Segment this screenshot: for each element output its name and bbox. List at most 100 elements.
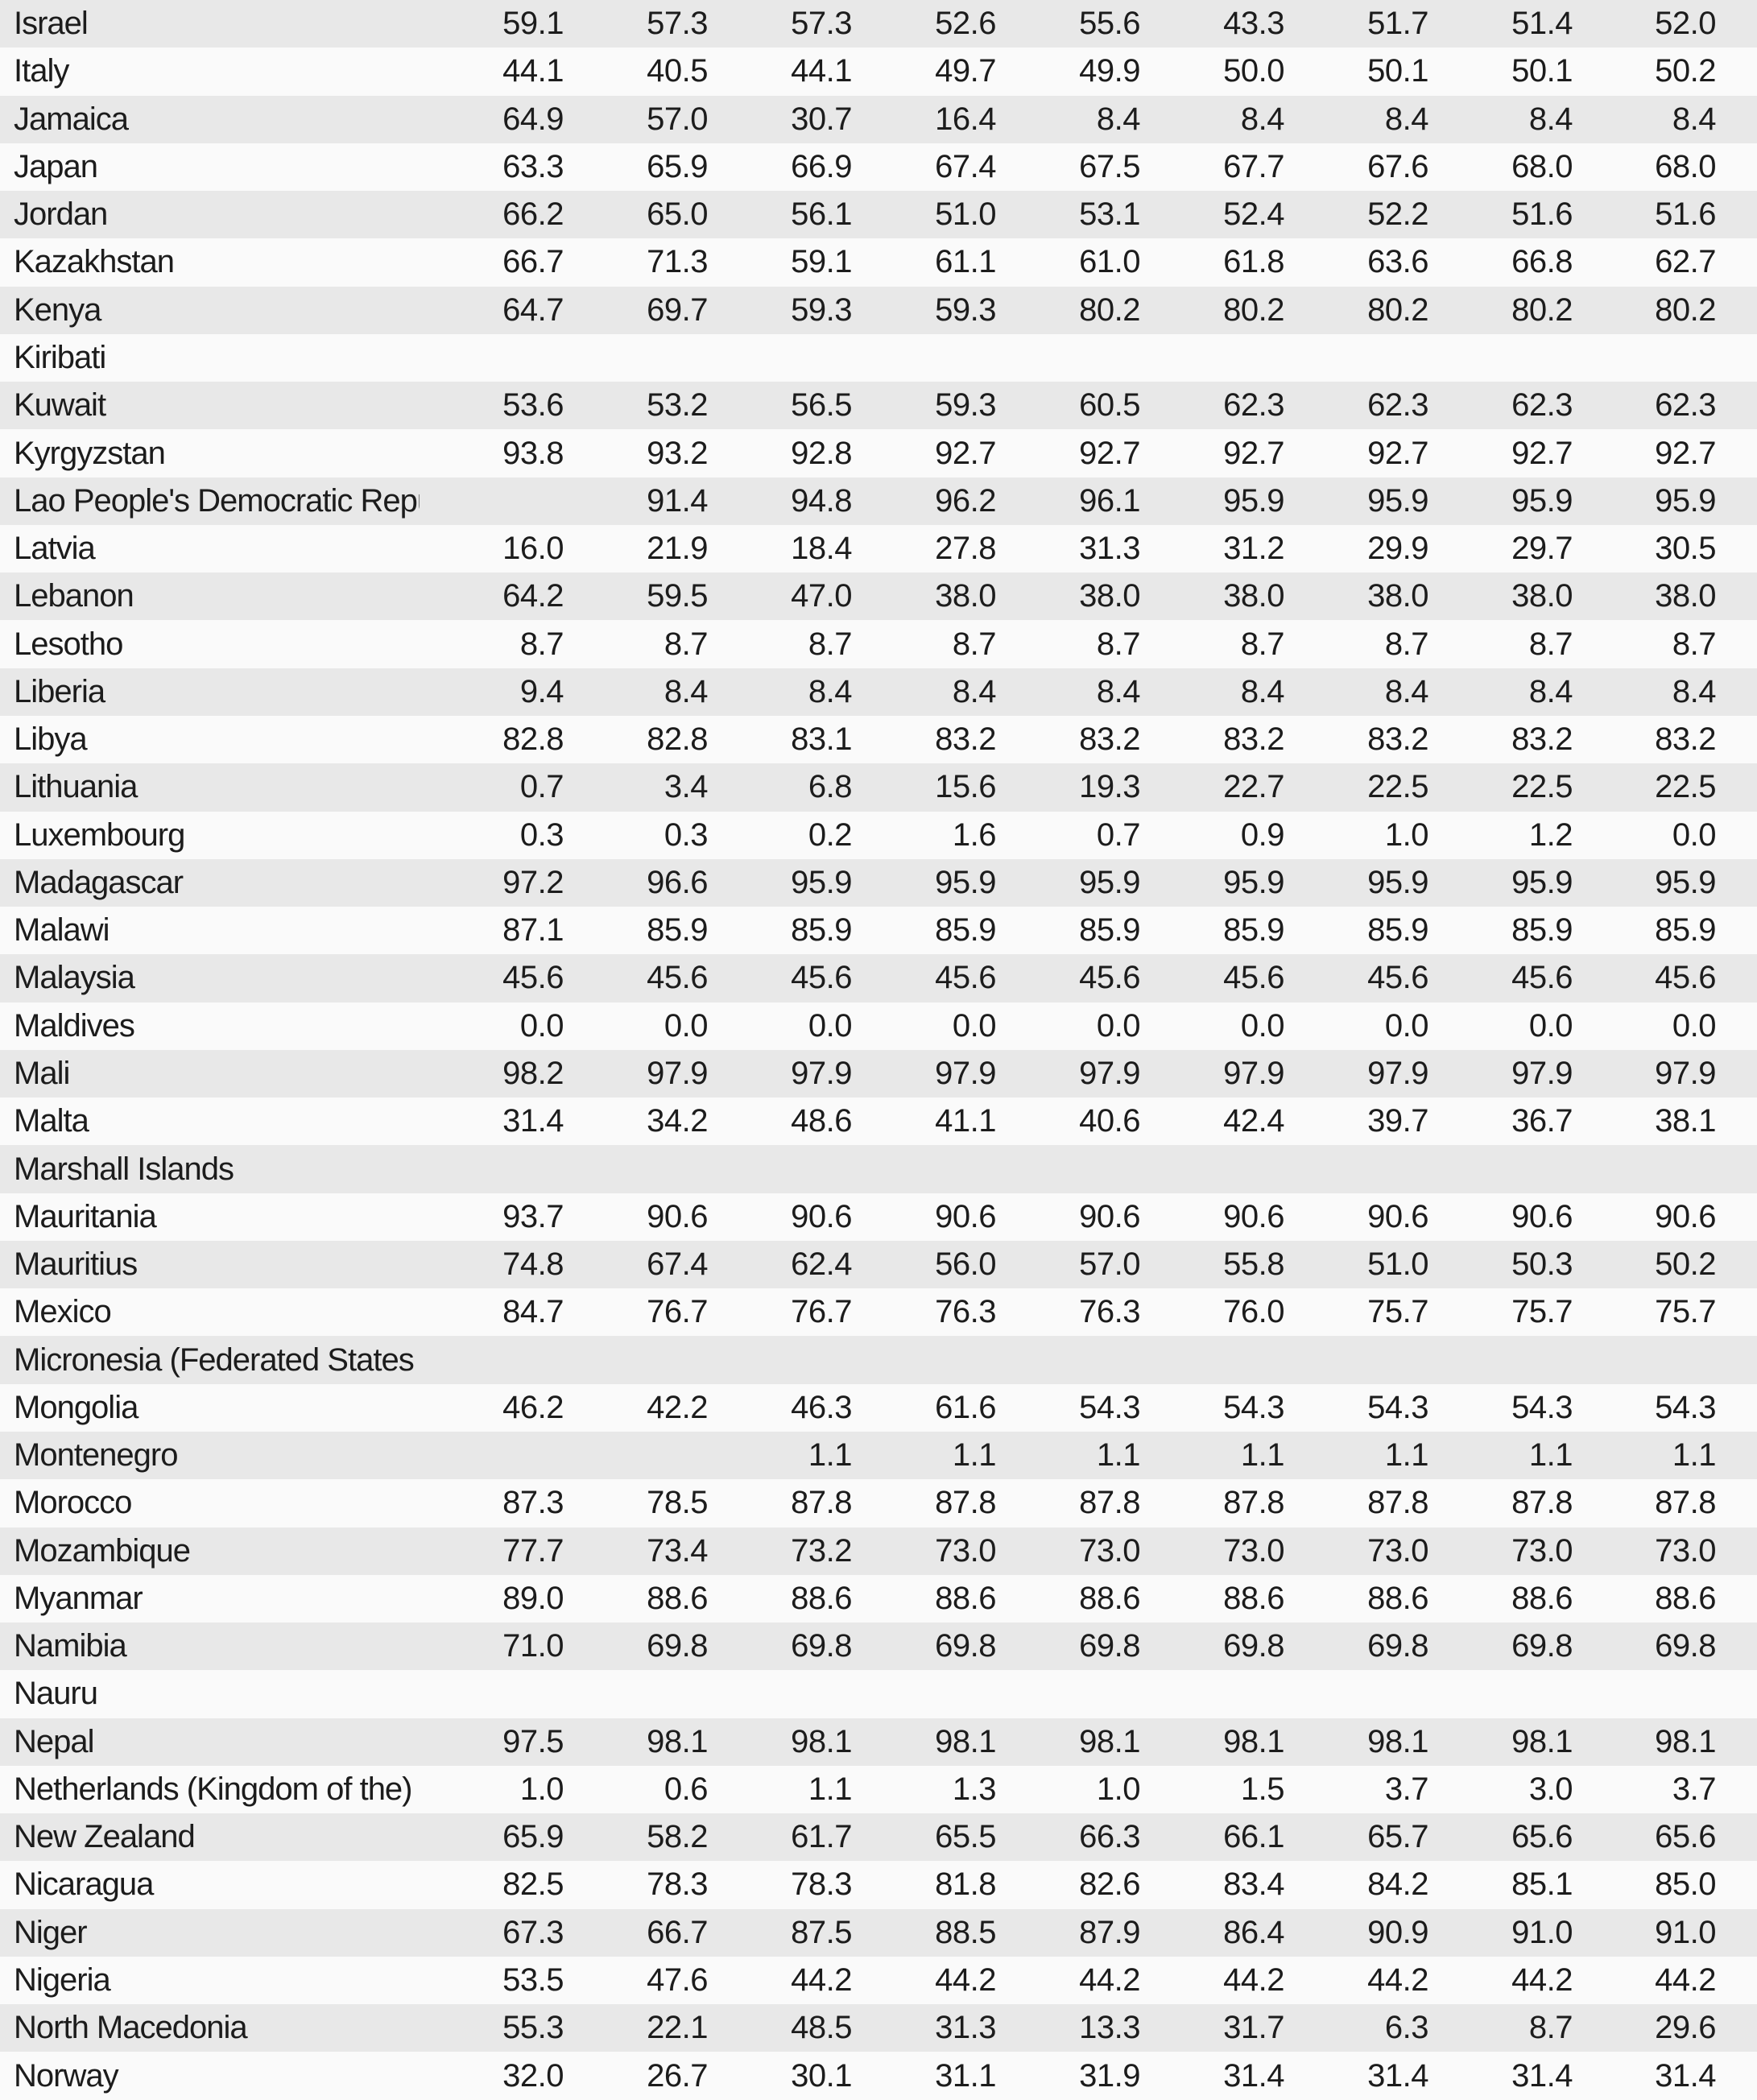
value-cell: 83.2 [1223, 721, 1284, 758]
country-cell: Mauritius [14, 1246, 138, 1283]
value-cell: 56.1 [791, 196, 852, 233]
value-cell: 76.3 [935, 1294, 996, 1330]
value-cell: 96.6 [647, 864, 708, 900]
value-cell [1428, 1336, 1573, 1383]
value-cell: 88.6 [935, 1580, 996, 1616]
value-cell: 31.7 [1223, 2010, 1284, 2046]
value-cell: 6.8 [808, 769, 852, 805]
value-cell: 1.1 [808, 1771, 852, 1807]
value-cell: 66.7 [502, 244, 564, 280]
country-cell: Libya [14, 721, 88, 758]
value-cell: 8.4 [1672, 673, 1717, 709]
value-cell: 40.6 [1079, 1103, 1140, 1139]
value-cell: 0.0 [1528, 1007, 1573, 1044]
value-cell: 29.7 [1511, 531, 1573, 567]
value-cell: 74.8 [502, 1246, 564, 1283]
value-cell: 51.0 [935, 196, 996, 233]
value-cell: 0.0 [1384, 1007, 1428, 1044]
value-cell: 1.1 [1240, 1437, 1284, 1474]
value-cell: 59.3 [791, 291, 852, 328]
value-cell [1428, 334, 1573, 382]
value-cell: 1.0 [519, 1771, 564, 1807]
value-cell: 73.0 [1223, 1532, 1284, 1569]
value-cell: 91.0 [1511, 1914, 1573, 1950]
table-row: Nepal 97.5 98.1 98.1 98.1 98.1 98.1 98.1… [0, 1718, 1757, 1766]
value-cell: 31.4 [1655, 2057, 1716, 2094]
value-cell [996, 334, 1140, 382]
value-cell: 26.7 [647, 2057, 708, 2094]
value-cell: 69.8 [1511, 1628, 1573, 1664]
value-cell: 38.0 [1223, 578, 1284, 614]
value-cell: 87.8 [1655, 1485, 1716, 1521]
value-cell: 61.1 [935, 244, 996, 280]
value-cell: 94.8 [791, 482, 852, 519]
value-cell: 18.4 [791, 531, 852, 567]
value-cell: 51.6 [1511, 196, 1573, 233]
table-row: Mozambique 77.7 73.4 73.2 73.0 73.0 73.0… [0, 1527, 1757, 1575]
value-cell: 85.9 [1511, 912, 1573, 949]
country-cell: Mali [14, 1055, 70, 1091]
value-cell: 1.1 [1528, 1437, 1573, 1474]
value-cell: 31.2 [1223, 531, 1284, 567]
value-cell: 8.4 [1672, 101, 1717, 137]
value-cell: 98.1 [1079, 1723, 1140, 1759]
value-cell: 87.5 [791, 1914, 852, 1950]
value-cell: 0.3 [664, 816, 708, 853]
country-cell: Mexico [14, 1294, 112, 1330]
value-cell: 88.6 [1655, 1580, 1716, 1616]
value-cell: 44.1 [791, 53, 852, 89]
value-cell: 90.9 [1367, 1914, 1428, 1950]
table-row: Lesotho 8.7 8.7 8.7 8.7 8.7 8.7 8.7 8.7 … [0, 620, 1757, 668]
value-cell: 30.5 [1655, 531, 1716, 567]
value-cell: 0.0 [664, 1007, 708, 1044]
value-cell: 83.2 [1511, 721, 1573, 758]
value-cell: 42.2 [647, 1389, 708, 1425]
value-cell: 61.6 [935, 1389, 996, 1425]
value-cell: 8.7 [664, 626, 708, 662]
value-cell: 85.9 [1079, 912, 1140, 949]
value-cell: 1.0 [1096, 1771, 1140, 1807]
value-cell: 45.6 [1367, 960, 1428, 996]
table-row: Mauritania 93.7 90.6 90.6 90.6 90.6 90.6… [0, 1193, 1757, 1241]
value-cell: 66.8 [1511, 244, 1573, 280]
country-cell: Morocco [14, 1485, 132, 1521]
value-cell: 88.6 [791, 1580, 852, 1616]
value-cell: 51.6 [1655, 196, 1716, 233]
value-cell [564, 1670, 708, 1718]
value-cell: 31.3 [1079, 531, 1140, 567]
value-cell: 85.9 [1655, 912, 1716, 949]
country-cell: Lao People's Democratic Republic [14, 482, 420, 519]
value-cell [420, 1336, 564, 1383]
value-cell: 57.0 [647, 101, 708, 137]
value-cell [1573, 1145, 1757, 1193]
value-cell: 3.4 [664, 769, 708, 805]
value-cell: 22.1 [647, 2010, 708, 2046]
value-cell: 98.1 [647, 1723, 708, 1759]
value-cell: 87.8 [1511, 1485, 1573, 1521]
value-cell: 69.8 [935, 1628, 996, 1664]
value-cell: 32.0 [502, 2057, 564, 2094]
value-cell: 0.7 [1096, 816, 1140, 853]
value-cell: 97.9 [1079, 1055, 1140, 1091]
country-cell: Mongolia [14, 1389, 138, 1425]
value-cell: 31.4 [1511, 2057, 1573, 2094]
value-cell: 3.7 [1384, 1771, 1428, 1807]
table-row: Mali 98.2 97.9 97.9 97.9 97.9 97.9 97.9 … [0, 1049, 1757, 1098]
value-cell: 8.7 [952, 626, 996, 662]
value-cell: 16.0 [502, 531, 564, 567]
value-cell [420, 1145, 564, 1193]
value-cell: 50.2 [1655, 1246, 1716, 1283]
value-cell [852, 1145, 996, 1193]
value-cell: 67.4 [647, 1246, 708, 1283]
country-cell: Lithuania [14, 769, 138, 805]
value-cell: 51.0 [1367, 1246, 1428, 1283]
country-cell: Italy [14, 53, 69, 89]
value-cell: 1.3 [952, 1771, 996, 1807]
value-cell: 92.7 [1655, 435, 1716, 471]
value-cell: 54.3 [1511, 1389, 1573, 1425]
table-row: Kazakhstan 66.7 71.3 59.1 61.1 61.0 61.8… [0, 238, 1757, 287]
value-cell: 8.7 [1240, 626, 1284, 662]
value-cell: 8.4 [1240, 673, 1284, 709]
value-cell: 81.8 [935, 1866, 996, 1903]
